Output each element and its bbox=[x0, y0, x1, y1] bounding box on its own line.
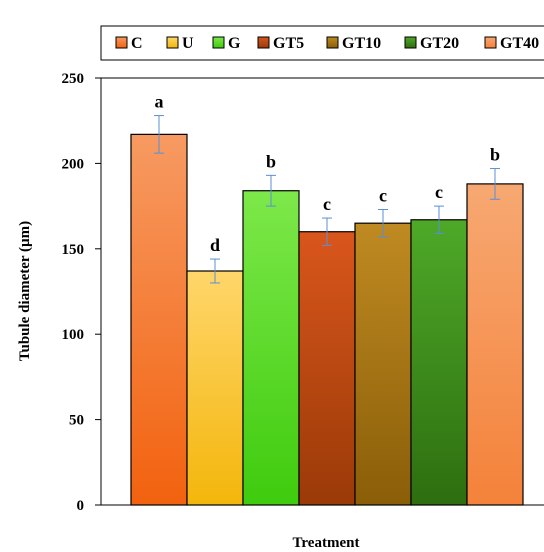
significance-letter-g: b bbox=[266, 151, 276, 171]
significance-letter-gt40: b bbox=[490, 145, 500, 165]
bar-gt40 bbox=[466, 183, 524, 506]
y-axis: 0 50 100 150 200 250 bbox=[62, 71, 101, 514]
legend: C U G GT5 GT10 GT20 GT40 bbox=[115, 35, 539, 52]
legend-item-gt10: GT10 bbox=[326, 35, 381, 52]
bar-g bbox=[242, 190, 300, 506]
significance-letter-gt5: c bbox=[323, 194, 331, 214]
legend-item-gt20: GT20 bbox=[404, 35, 459, 52]
legend-label: G bbox=[228, 35, 241, 52]
bars bbox=[130, 133, 524, 506]
bar-gt20 bbox=[410, 219, 468, 506]
y-tick-label: 200 bbox=[62, 156, 85, 172]
legend-label: GT5 bbox=[273, 35, 304, 52]
bar-u bbox=[186, 270, 244, 506]
legend-item-u: U bbox=[166, 35, 194, 52]
legend-swatch bbox=[404, 36, 417, 49]
legend-item-gt40: GT40 bbox=[484, 35, 539, 52]
y-tick-label: 150 bbox=[62, 242, 85, 258]
legend-swatch bbox=[326, 36, 339, 49]
legend-item-g: G bbox=[212, 35, 241, 52]
legend-label: C bbox=[131, 35, 143, 52]
legend-swatch bbox=[484, 36, 497, 49]
significance-letters: a d b c c c b bbox=[155, 92, 501, 255]
y-tick-label: 100 bbox=[62, 327, 85, 343]
legend-swatch bbox=[212, 36, 225, 49]
bar-gt10 bbox=[354, 222, 412, 506]
error-bar-gt10 bbox=[378, 209, 388, 238]
error-bar-g bbox=[266, 174, 276, 207]
significance-letter-c: a bbox=[155, 92, 164, 112]
bar-c bbox=[130, 133, 188, 506]
legend-item-gt5: GT5 bbox=[257, 35, 304, 52]
legend-swatch bbox=[166, 36, 179, 49]
legend-label: GT20 bbox=[420, 35, 459, 52]
legend-label: GT10 bbox=[342, 35, 381, 52]
significance-letter-u: d bbox=[210, 235, 220, 255]
error-bar-u bbox=[210, 258, 220, 284]
error-bar-gt5 bbox=[322, 217, 332, 246]
legend-item-c: C bbox=[115, 35, 143, 52]
y-tick-label: 250 bbox=[62, 71, 85, 87]
error-bar-gt20 bbox=[434, 205, 444, 234]
error-bar-c bbox=[154, 115, 164, 154]
y-tick-label: 0 bbox=[77, 498, 85, 514]
legend-swatch bbox=[257, 36, 270, 49]
significance-letter-gt10: c bbox=[379, 186, 387, 206]
legend-label: GT40 bbox=[500, 35, 539, 52]
error-bar-gt40 bbox=[490, 168, 500, 200]
significance-letter-gt20: c bbox=[435, 182, 443, 202]
x-axis-title: Treatment bbox=[293, 535, 360, 551]
legend-swatch bbox=[115, 36, 128, 49]
bar-gt5 bbox=[298, 231, 356, 506]
error-bars bbox=[154, 115, 500, 284]
legend-label: U bbox=[182, 35, 194, 52]
y-axis-title: Tubule diameter (µm) bbox=[17, 221, 33, 361]
y-tick-label: 50 bbox=[69, 413, 84, 429]
